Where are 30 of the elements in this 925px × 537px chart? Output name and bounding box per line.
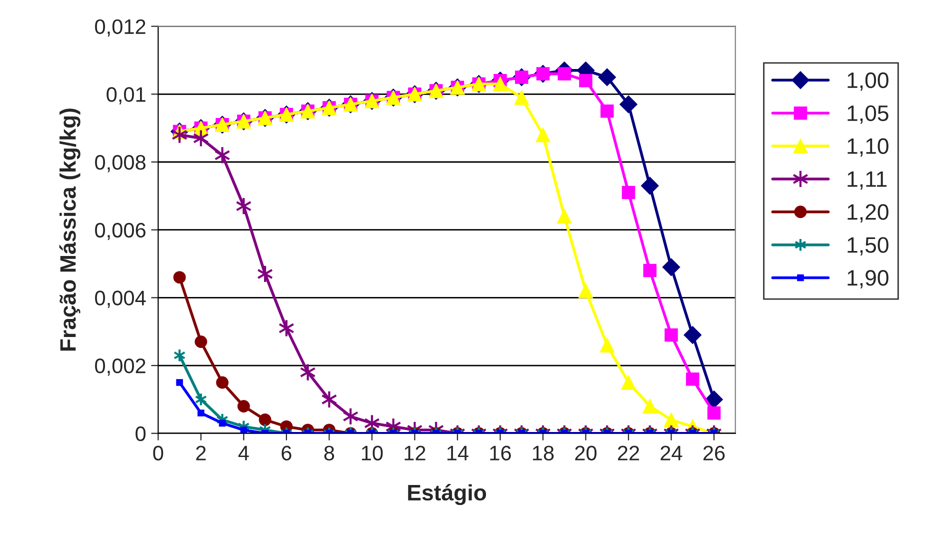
- x-tick-label: 2: [196, 446, 206, 460]
- x-tick-label: 22: [618, 446, 640, 460]
- x-tick-label: 0: [153, 446, 164, 460]
- legend-label: 1,11: [848, 171, 887, 190]
- legend-label: 1,00: [848, 72, 888, 91]
- y-tick-label: 0,002: [95, 358, 146, 376]
- legend-label: 1,90: [848, 270, 888, 288]
- y-tick-label: 0: [136, 426, 146, 442]
- y-tick-label: 0,008: [95, 154, 146, 172]
- x-axis-title: Estágio: [408, 484, 486, 506]
- y-tick-label: 0,012: [95, 19, 146, 37]
- legend-label: 1,20: [848, 204, 888, 223]
- x-tick-label: 10: [362, 446, 383, 460]
- x-tick-label: 20: [575, 446, 597, 460]
- x-tick-label: 26: [703, 446, 725, 460]
- x-tick-label: 8: [324, 446, 334, 460]
- x-tick-label: 18: [532, 446, 554, 460]
- x-tick-label: 6: [282, 446, 292, 460]
- legend-label: 1,10: [848, 138, 888, 157]
- y-tick-label: 0,01: [106, 87, 146, 104]
- x-tick-label: 16: [490, 446, 511, 460]
- y-axis-title: Fração Mássica (kg/kg): [59, 108, 80, 351]
- x-tick-label: 12: [404, 446, 426, 460]
- legend-label: 1,05: [848, 105, 888, 124]
- x-tick-label: 14: [447, 446, 468, 460]
- legend-label: 1,50: [848, 237, 888, 256]
- y-tick-label: 0,006: [95, 222, 146, 240]
- y-tick-label: 0,004: [95, 290, 146, 308]
- x-tick-label: 24: [660, 446, 682, 460]
- x-tick-label: 4: [238, 446, 249, 460]
